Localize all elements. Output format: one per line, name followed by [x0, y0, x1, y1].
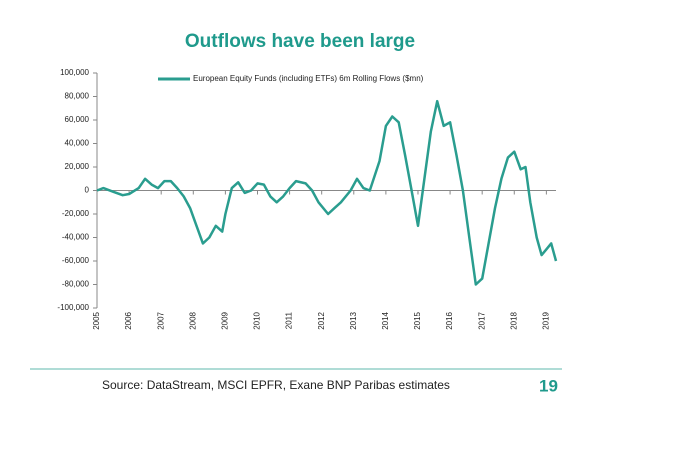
x-tick-label: 2019: [541, 311, 550, 329]
x-tick-label: 2015: [413, 311, 422, 329]
y-tick-label: 0: [85, 186, 90, 195]
x-tick-label: 2005: [92, 311, 101, 329]
x-tick-label: 2016: [445, 311, 454, 329]
y-tick-label: 100,000: [60, 68, 89, 77]
y-tick-label: 80,000: [65, 92, 90, 101]
x-tick-label: 2013: [349, 311, 358, 329]
x-tick-label: 2014: [381, 311, 390, 329]
y-tick-label: -80,000: [62, 280, 90, 289]
x-tick-label: 2018: [509, 311, 518, 329]
x-tick-label: 2009: [221, 311, 230, 329]
legend-label: European Equity Funds (including ETFs) 6…: [193, 74, 424, 83]
series-line: [96, 99, 558, 286]
chart-title: Outflows have been large: [185, 31, 415, 52]
y-tick-label: 40,000: [65, 139, 90, 148]
y-tick-label: -60,000: [62, 256, 90, 265]
x-tick-label: 2017: [477, 311, 486, 329]
y-tick-label: -100,000: [57, 303, 89, 312]
x-tick-label: 2011: [285, 311, 294, 329]
page-number: 19: [539, 376, 558, 395]
x-tick-label: 2008: [188, 311, 197, 329]
y-tick-label: -20,000: [62, 209, 90, 218]
y-tick-label: -40,000: [62, 233, 90, 242]
x-tick-label: 2007: [156, 311, 165, 329]
y-tick-label: 20,000: [65, 162, 90, 171]
x-tick-label: 2010: [253, 311, 262, 329]
source: Source: DataStream, MSCI EPFR, Exane BNP…: [102, 378, 450, 392]
x-tick-label: 2012: [317, 311, 326, 329]
y-tick-label: 60,000: [65, 115, 90, 124]
x-tick-label: 2006: [124, 311, 133, 329]
